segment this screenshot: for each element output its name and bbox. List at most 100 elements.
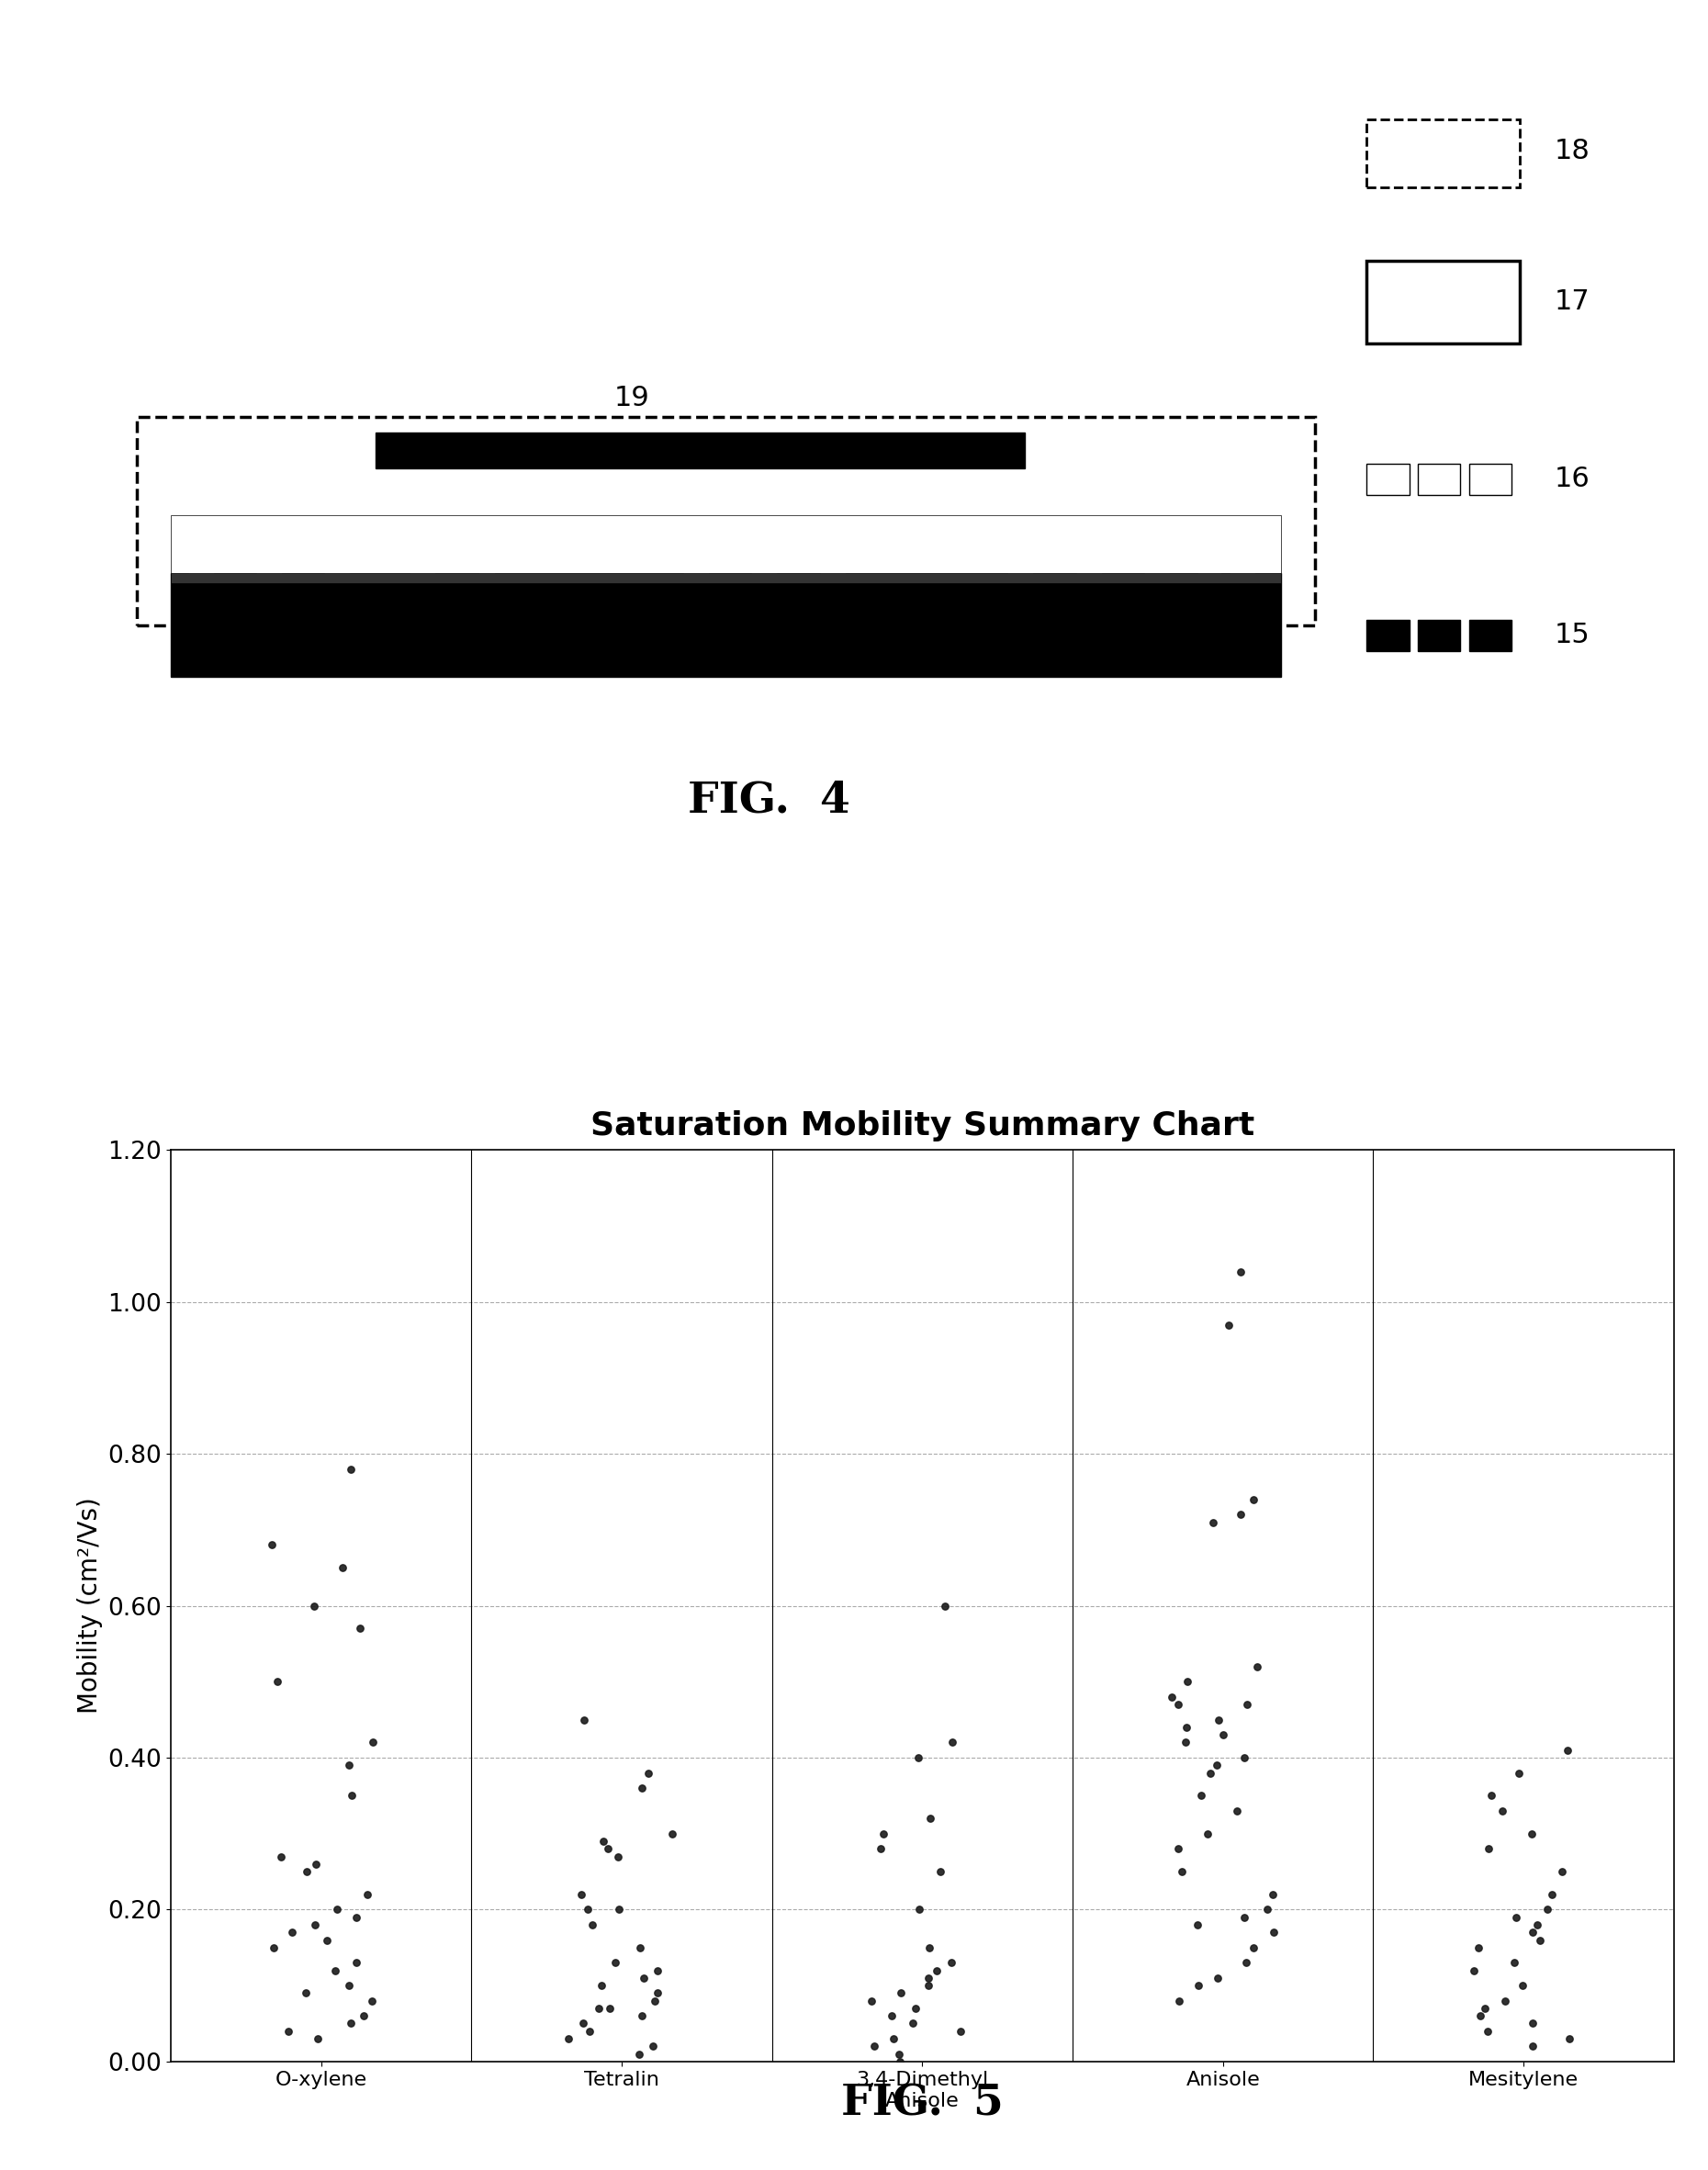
Point <box>898 2005 926 2040</box>
Point <box>1158 1680 1185 1714</box>
Point <box>1209 1719 1237 1753</box>
Bar <box>683 545 709 577</box>
Bar <box>1366 621 1409 651</box>
Point <box>627 1931 654 1966</box>
Point <box>946 2014 974 2048</box>
Point <box>594 1831 622 1866</box>
Point <box>1261 1914 1288 1949</box>
Point <box>1184 1907 1211 1942</box>
Point <box>359 1725 386 1760</box>
Point <box>304 2022 331 2057</box>
Point <box>1168 1853 1196 1888</box>
Point <box>927 1853 955 1888</box>
Point <box>1505 1756 1532 1790</box>
Point <box>915 1968 943 2003</box>
Point <box>301 1588 328 1623</box>
Text: 17: 17 <box>1554 289 1590 315</box>
Point <box>659 1816 687 1851</box>
Bar <box>495 521 523 577</box>
Point <box>359 1983 386 2018</box>
Point <box>639 2029 666 2064</box>
Point <box>1467 1999 1494 2033</box>
Point <box>1549 1853 1576 1888</box>
Point <box>1503 1901 1530 1936</box>
Point <box>343 1944 371 1979</box>
Bar <box>1366 464 1409 495</box>
Point <box>1165 1688 1192 1723</box>
Point <box>1216 1306 1243 1341</box>
Point <box>1226 1497 1254 1532</box>
Point <box>1204 1962 1231 1996</box>
Point <box>335 1968 362 2003</box>
Point <box>644 1975 671 2009</box>
Point <box>323 1892 350 1927</box>
Bar <box>1008 545 1033 577</box>
Point <box>1185 1968 1213 2003</box>
Text: FIG.  5: FIG. 5 <box>840 2083 1004 2124</box>
Point <box>904 1740 931 1775</box>
Point <box>625 2035 652 2070</box>
Point <box>1537 1877 1565 1912</box>
Point <box>869 1816 897 1851</box>
Point <box>931 1588 958 1623</box>
Point <box>266 1838 294 1873</box>
Point <box>1165 1831 1192 1866</box>
Point <box>1187 1779 1214 1814</box>
Point <box>1173 1664 1201 1699</box>
Point <box>1471 1992 1498 2027</box>
Point <box>888 1975 915 2009</box>
Point <box>629 1999 656 2033</box>
Bar <box>171 516 1281 573</box>
Point <box>576 2014 603 2048</box>
Point <box>1230 1740 1257 1775</box>
Point <box>1240 1931 1267 1966</box>
Bar <box>1418 621 1460 651</box>
Bar <box>1076 545 1102 577</box>
Point <box>1173 1710 1201 1745</box>
Point <box>1518 1816 1546 1851</box>
Point <box>1518 2029 1546 2064</box>
Bar <box>1469 621 1512 651</box>
Text: 13, 14: 13, 14 <box>642 651 724 677</box>
Point <box>579 1907 606 1942</box>
Point <box>1165 1983 1192 2018</box>
Text: 16: 16 <box>1554 467 1590 493</box>
Point <box>347 1610 374 1645</box>
Point <box>885 2035 912 2070</box>
Point <box>1489 1792 1517 1827</box>
Point <box>313 1923 340 1957</box>
Point <box>1240 1482 1267 1517</box>
Point <box>1206 1701 1233 1736</box>
Text: 19: 19 <box>615 384 649 412</box>
Bar <box>752 545 777 577</box>
Y-axis label: Mobility (cm²/Vs): Mobility (cm²/Vs) <box>77 1497 102 1714</box>
Point <box>336 1749 364 1784</box>
Point <box>1233 1944 1261 1979</box>
Point <box>1194 1816 1221 1851</box>
Point <box>589 1823 617 1858</box>
Point <box>1501 1944 1529 1979</box>
Point <box>1525 1923 1553 1957</box>
Point <box>886 2044 914 2079</box>
Point <box>605 1838 632 1873</box>
Bar <box>1469 464 1512 495</box>
Bar <box>256 545 282 577</box>
Point <box>1524 1907 1551 1942</box>
Point <box>1510 1968 1537 2003</box>
Point <box>338 2005 366 2040</box>
Point <box>1226 1254 1254 1289</box>
Bar <box>529 521 557 577</box>
Point <box>640 1983 668 2018</box>
Point <box>1223 1792 1250 1827</box>
Point <box>555 2022 582 2057</box>
Point <box>644 1953 671 1988</box>
Point <box>260 1931 287 1966</box>
Bar <box>888 521 915 577</box>
Point <box>321 1953 348 1988</box>
Bar <box>922 521 950 577</box>
Point <box>1476 1831 1503 1866</box>
Point <box>605 1892 632 1927</box>
Point <box>336 1452 364 1486</box>
Point <box>350 1999 377 2033</box>
Point <box>938 1944 965 1979</box>
